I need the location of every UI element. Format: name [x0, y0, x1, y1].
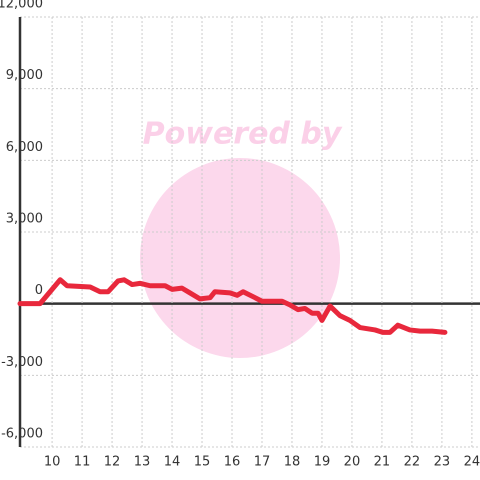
y-tick-label: -6,000 [1, 427, 43, 442]
x-tick-label: 14 [164, 455, 181, 470]
y-tick-label: 9,000 [6, 68, 43, 83]
x-tick-label: 12 [104, 455, 121, 470]
x-tick-label: 10 [44, 455, 61, 470]
y-tick-label: 12,000 [0, 0, 43, 12]
y-tick-label: 3,000 [6, 212, 43, 227]
x-tick-label: 11 [74, 455, 91, 470]
watermark-logo [140, 158, 340, 358]
x-tick-label: 15 [194, 455, 211, 470]
x-tick-label: 22 [404, 455, 421, 470]
x-tick-label: 18 [284, 455, 301, 470]
x-tick-label: 19 [314, 455, 331, 470]
x-tick-label: 24 [464, 455, 480, 470]
x-tick-label: 21 [374, 455, 391, 470]
y-tick-label: -3,000 [1, 355, 43, 370]
y-tick-label: 6,000 [6, 140, 43, 155]
x-tick-label: 13 [134, 455, 151, 470]
line [17, 277, 448, 335]
x-tick-label: 16 [224, 455, 241, 470]
y-tick-label: 0 [35, 283, 43, 298]
x-tick-label: 17 [254, 455, 271, 470]
x-tick-label: 23 [434, 455, 451, 470]
watermark: Powered by [143, 117, 343, 152]
x-tick-label: 20 [344, 455, 361, 470]
